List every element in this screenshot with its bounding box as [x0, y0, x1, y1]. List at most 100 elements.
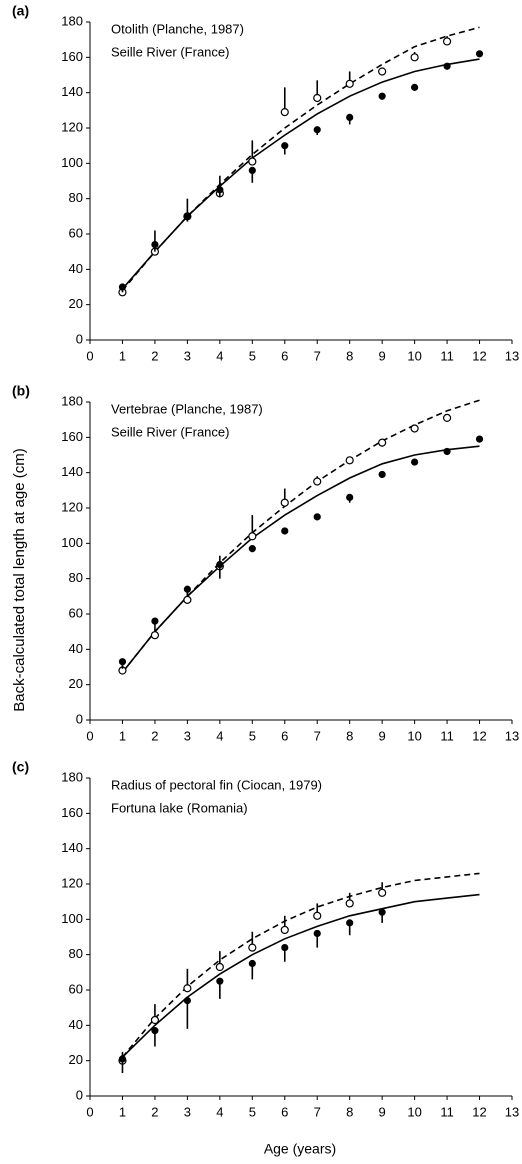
y-tick-label: 180 — [61, 769, 83, 784]
filled-point — [411, 458, 419, 466]
x-tick-label: 1 — [119, 728, 126, 743]
x-tick-label: 10 — [407, 1104, 421, 1119]
open-point — [215, 962, 224, 972]
y-tick-label: 80 — [69, 570, 83, 585]
annotation: Seille River (France) — [111, 44, 229, 59]
open-point — [248, 157, 257, 166]
fitted-curve — [121, 445, 480, 673]
filled-point — [346, 919, 354, 927]
filled-point — [346, 493, 354, 501]
y-tick-label: 80 — [69, 946, 83, 961]
filled-point — [443, 447, 451, 456]
y-tick-label: 180 — [61, 13, 83, 28]
x-tick-label: 11 — [440, 1104, 454, 1119]
filled-point — [118, 283, 127, 291]
x-tick-label: 4 — [216, 728, 223, 743]
x-tick-label: 3 — [184, 348, 191, 363]
x-tick-label: 9 — [379, 348, 386, 363]
x-tick-label: 5 — [249, 728, 256, 743]
filled-point — [475, 435, 484, 443]
y-tick-label: 140 — [61, 840, 83, 855]
filled-point — [216, 977, 224, 985]
open-point — [378, 67, 387, 76]
x-tick-label: 2 — [151, 728, 158, 743]
y-tick-label: 0 — [76, 711, 83, 726]
y-tick-label: 160 — [61, 429, 83, 444]
x-tick-label: 12 — [472, 728, 486, 743]
open-point — [183, 595, 192, 604]
open-point — [345, 79, 354, 88]
filled-point — [281, 943, 289, 952]
filled-point — [151, 1027, 159, 1035]
y-tick-label: 40 — [69, 641, 83, 656]
filled-point — [411, 83, 419, 91]
open-point — [183, 984, 192, 993]
x-tick-label: 1 — [119, 348, 126, 363]
annotation: Radius of pectoral fin (Ciocan, 1979) — [111, 777, 322, 792]
y-tick-label: 180 — [61, 393, 83, 408]
filled-point — [378, 908, 386, 916]
panel-label: (a) — [12, 3, 29, 19]
x-tick-label: 7 — [314, 1104, 321, 1119]
open-point — [248, 532, 257, 541]
panel-label: (c) — [12, 759, 29, 775]
x-tick-label: 12 — [472, 1104, 486, 1119]
fitted-curve — [121, 399, 480, 673]
x-tick-label: 9 — [379, 1104, 386, 1119]
y-tick-label: 100 — [61, 535, 83, 550]
open-point — [313, 911, 322, 920]
x-tick-label: 3 — [184, 1104, 191, 1119]
fitted-curve — [121, 872, 480, 1058]
x-tick-label: 12 — [472, 348, 486, 363]
x-tick-label: 11 — [440, 728, 454, 743]
filled-point — [151, 617, 159, 625]
open-point — [378, 888, 387, 897]
y-tick-label: 120 — [61, 119, 83, 134]
annotation: Seille River (France) — [111, 424, 229, 439]
y-tick-label: 60 — [69, 605, 83, 620]
open-point — [345, 899, 354, 908]
filled-point — [118, 658, 127, 666]
x-tick-label: 8 — [346, 728, 353, 743]
x-tick-label: 6 — [281, 348, 288, 363]
open-point — [150, 631, 160, 640]
filled-point — [443, 62, 451, 70]
open-point — [442, 37, 452, 46]
x-tick-label: 0 — [86, 1104, 93, 1119]
x-tick-label: 4 — [216, 348, 223, 363]
x-tick-label: 6 — [281, 1104, 288, 1119]
y-tick-label: 40 — [69, 261, 83, 276]
open-point — [313, 477, 322, 486]
y-tick-label: 160 — [61, 805, 83, 820]
y-tick-label: 120 — [61, 499, 83, 514]
y-tick-label: 40 — [69, 1017, 83, 1032]
x-axis-label: Age (years) — [264, 1141, 336, 1157]
y-axis-label: Back-calculated total length at age (cm) — [11, 448, 28, 711]
filled-point — [216, 186, 224, 194]
x-tick-label: 5 — [249, 348, 256, 363]
open-point — [248, 943, 257, 952]
open-point — [410, 424, 419, 433]
filled-point — [378, 92, 386, 100]
y-tick-label: 140 — [61, 464, 83, 479]
filled-point — [183, 585, 191, 593]
x-tick-label: 5 — [249, 1104, 256, 1119]
filled-point — [346, 113, 354, 122]
filled-point — [118, 1055, 127, 1063]
filled-point — [248, 166, 256, 174]
filled-point — [313, 513, 321, 521]
fitted-curve — [121, 893, 480, 1058]
x-tick-label: 0 — [86, 348, 93, 363]
open-point — [280, 498, 289, 507]
x-tick-label: 11 — [440, 348, 454, 363]
filled-point — [183, 996, 191, 1005]
fitted-curve — [121, 26, 480, 292]
x-tick-label: 13 — [505, 348, 519, 363]
y-tick-label: 60 — [69, 225, 83, 240]
annotation: Fortuna lake (Romania) — [111, 800, 248, 815]
x-tick-label: 2 — [151, 348, 158, 363]
annotation: Otolith (Planche, 1987) — [111, 21, 244, 36]
x-tick-label: 10 — [407, 728, 421, 743]
x-tick-label: 4 — [216, 1104, 223, 1119]
panel-label: (b) — [12, 383, 30, 399]
